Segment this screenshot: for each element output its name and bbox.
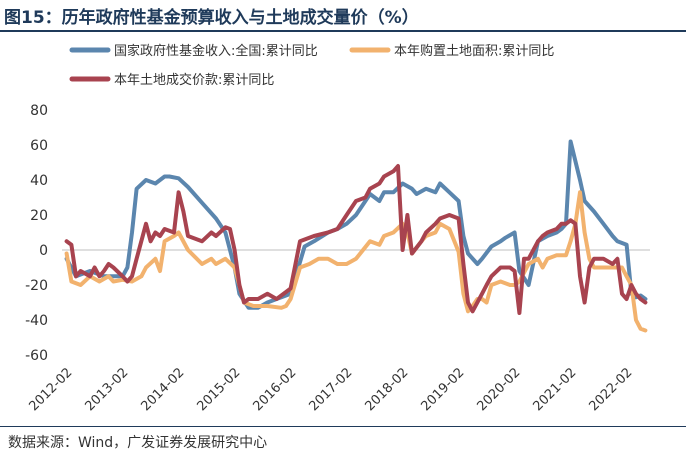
x-tick-label: 2012-02 <box>26 365 75 414</box>
x-tick-label: 2017-02 <box>306 365 355 414</box>
y-tick-label: -60 <box>25 348 48 364</box>
y-tick-label: 0 <box>39 243 48 259</box>
x-tick-label: 2016-02 <box>250 365 299 414</box>
footer-divider <box>0 426 686 427</box>
data-source: 数据来源：Wind，广发证券发展研究中心 <box>8 435 268 451</box>
y-tick-label: 20 <box>30 208 48 224</box>
y-tick-label: -40 <box>25 313 48 329</box>
legend-label-2: 本年购置土地面积:累计同比 <box>394 43 554 59</box>
legend: 国家政府性基金收入:全国:累计同比 本年购置土地面积:累计同比本年土地成交价款:累… <box>69 43 554 88</box>
line-chart: 80 60 40 20 0 -20 -40 -60 2012-02 2013-02 2014-02… <box>25 43 650 414</box>
series-lines <box>64 139 648 333</box>
chart-title: 图15：历年政府性基金预算收入与土地成交量价（%） <box>4 8 419 28</box>
x-tick-label: 2014-02 <box>138 365 187 414</box>
title-bar: 图15：历年政府性基金预算收入与土地成交量价（%） <box>0 0 686 32</box>
x-tick-label: 2021-02 <box>530 365 579 414</box>
y-tick-label: 80 <box>30 103 48 119</box>
x-tick-label: 2018-02 <box>362 365 411 414</box>
y-axis: 80 60 40 20 0 -20 -40 -60 <box>25 103 48 364</box>
y-tick-label: 60 <box>30 138 48 154</box>
x-tick-label: 2020-02 <box>474 365 523 414</box>
x-tick-label: 2022-02 <box>586 365 635 414</box>
series-line-3 <box>64 164 648 315</box>
legend-label-3: 本年土地成交价款:累计同比 <box>114 72 274 88</box>
y-tick-label: -20 <box>25 278 48 294</box>
x-tick-label: 2013-02 <box>82 365 131 414</box>
y-tick-label: 40 <box>30 173 48 189</box>
legend-label-1: 国家政府性基金收入:全国:累计同比 <box>114 43 318 59</box>
x-axis: 2012-02 2013-02 2014-02 2015-02 2016-02 2017-… <box>26 365 635 414</box>
x-tick-label: 2015-02 <box>194 365 243 414</box>
series-line-1 <box>64 139 648 310</box>
x-tick-label: 2019-02 <box>418 365 467 414</box>
